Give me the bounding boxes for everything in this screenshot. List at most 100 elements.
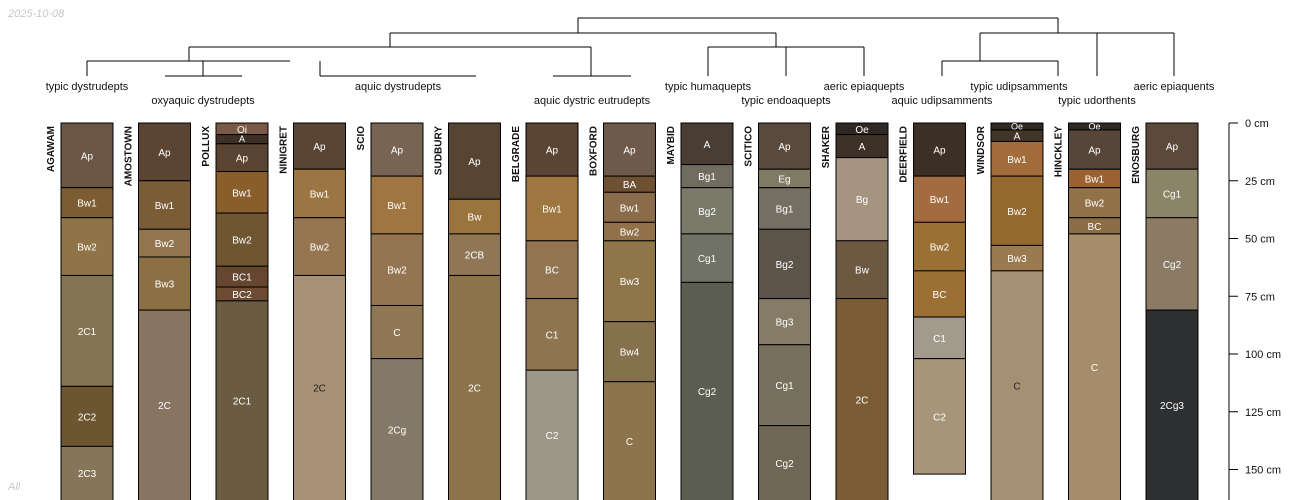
horizon-ap xyxy=(293,122,346,170)
horizon-2c1 xyxy=(60,274,114,387)
taxon-label: typic udorthents xyxy=(1058,95,1136,107)
horizon-c1 xyxy=(525,298,579,371)
horizon-label: BC2 xyxy=(232,290,252,301)
horizon-label: BC xyxy=(933,290,947,301)
horizon-c xyxy=(370,304,424,360)
horizon-label: 2C3 xyxy=(78,469,97,480)
profile-deerfield: Ap Bw1 Bw2 BC C1 C2 DEERFIELD xyxy=(899,122,966,475)
horizon-label: Oe xyxy=(1011,121,1023,131)
horizon-label: Eg xyxy=(778,174,790,185)
profile-name: SCITICO xyxy=(744,126,755,167)
horizon-bw2 xyxy=(370,233,424,306)
profile-name: DEERFIELD xyxy=(899,126,910,183)
horizon-ap xyxy=(60,122,114,189)
horizon-cg1 xyxy=(1145,168,1199,219)
profile-sudbury: Ap Bw 2CB 2C SUDBURY xyxy=(434,122,501,500)
horizon-bw xyxy=(835,240,889,300)
horizon-label: Bg xyxy=(856,195,868,206)
depth-tick-label: 125 cm xyxy=(1245,407,1281,419)
soil-profiles: Ap Bw1 Bw2 2C1 2C2 2C3 AGAWAM Ap Bw1 Bw2 Bw3 2C AMOS… xyxy=(46,121,1199,500)
horizon-bw1 xyxy=(913,175,966,223)
profile-name: BELGRADE xyxy=(511,126,522,182)
horizon-bw2 xyxy=(293,217,346,276)
horizon-label: Bw3 xyxy=(620,277,640,288)
horizon-label: C2 xyxy=(546,431,559,442)
horizon-bw2 xyxy=(60,217,114,276)
profile-name: WINDSOR xyxy=(976,125,987,174)
horizon-c xyxy=(990,270,1044,500)
profile-hinckley: Oe Ap Bw1 Bw2 BC C HINCKLEY xyxy=(1054,121,1121,500)
horizon-label: Bg1 xyxy=(698,172,716,183)
horizon-bw2 xyxy=(138,228,191,258)
horizon-label: Cg2 xyxy=(775,459,794,470)
profile-name: AMOSTOWN xyxy=(124,126,135,186)
horizon-2c xyxy=(448,274,501,500)
horizon-label: A xyxy=(704,140,711,151)
horizon-bg1 xyxy=(758,187,811,230)
horizon-label: Cg2 xyxy=(1163,260,1182,271)
horizon-label: BA xyxy=(623,180,637,191)
horizon-label: C xyxy=(1013,381,1020,392)
horizon-bw2 xyxy=(990,175,1044,246)
horizon-label: A xyxy=(1014,132,1021,143)
taxon-label: typic udipsamments xyxy=(970,81,1068,93)
profile-amostown: Ap Bw1 Bw2 Bw3 2C AMOSTOWN xyxy=(124,122,191,500)
horizon-label: 2CB xyxy=(465,251,485,262)
depth-tick-label: 150 cm xyxy=(1245,465,1281,477)
profile-name: MAYBID xyxy=(666,126,677,165)
horizon-label: C xyxy=(626,437,633,448)
profile-windsor: OeA Bw1 Bw2 Bw3 C WINDSOR xyxy=(976,121,1044,500)
horizon-label: Bg2 xyxy=(698,207,716,218)
horizon-bw1 xyxy=(215,171,269,214)
horizon-cg2 xyxy=(758,425,811,500)
horizon-ap xyxy=(913,122,966,177)
horizon-c xyxy=(1068,233,1121,500)
profile-ninigret: Ap Bw1 Bw2 2C NINIGRET xyxy=(279,122,346,500)
taxon-label: typic dystrudepts xyxy=(46,81,129,93)
depth-axis: 0 cm 25 cm 50 cm 75 cm 100 cm 125 cm 150 cm xyxy=(1228,118,1281,500)
horizon-label: Bw1 xyxy=(620,203,640,214)
horizon-bg2 xyxy=(680,187,734,235)
taxon-label: aeric epiaquents xyxy=(1134,81,1215,93)
horizon-ap xyxy=(370,122,424,177)
horizon-label: Bw1 xyxy=(1007,155,1027,166)
horizon-label: Ap xyxy=(1166,142,1179,153)
horizon-label: Bw xyxy=(468,213,483,224)
horizon-2cg3 xyxy=(1145,309,1199,500)
horizon-bw1 xyxy=(603,191,656,223)
horizon-label: Ap xyxy=(933,146,946,157)
horizon-label: C2 xyxy=(933,412,946,423)
horizon-label: Ap xyxy=(546,146,559,157)
horizon-label: Cg1 xyxy=(1163,189,1182,200)
horizon-label: Bw1 xyxy=(155,201,175,212)
horizon-label: 2C xyxy=(856,395,869,406)
horizon-label: Bw1 xyxy=(232,188,252,199)
depth-tick-label: 25 cm xyxy=(1245,176,1275,188)
horizon-ap xyxy=(525,122,579,177)
depth-tick-label: 0 cm xyxy=(1245,118,1269,130)
horizon-c xyxy=(603,381,656,500)
horizon-ap xyxy=(603,122,656,177)
horizon-label: Bw2 xyxy=(387,266,407,277)
horizon-label: Ap xyxy=(623,146,636,157)
horizon-label: Bg3 xyxy=(776,318,794,329)
horizon-bc xyxy=(525,240,579,300)
horizon-label: 2C xyxy=(158,401,171,412)
horizon-2cb xyxy=(448,233,501,276)
profile-name: HINCKLEY xyxy=(1054,126,1065,177)
profile-maybid: A Bg1 Bg2 Cg1 Cg2 MAYBID xyxy=(666,122,734,500)
horizon-label: Bw2 xyxy=(930,243,950,254)
horizon-label: Bw1 xyxy=(387,201,407,212)
horizon-label: Ap xyxy=(468,157,481,168)
date-label: 2025-10-08 xyxy=(8,8,65,20)
horizon-bw1 xyxy=(60,187,114,219)
horizon-label: A xyxy=(859,142,866,153)
footer-label: All xyxy=(8,481,21,493)
horizon-label: 2C xyxy=(468,384,481,395)
depth-tick-label: 75 cm xyxy=(1245,291,1275,303)
horizon-ap xyxy=(1068,129,1121,170)
horizon-bw2 xyxy=(215,212,269,267)
horizon-label: A xyxy=(239,134,245,144)
horizon-label: Oe xyxy=(855,125,869,136)
